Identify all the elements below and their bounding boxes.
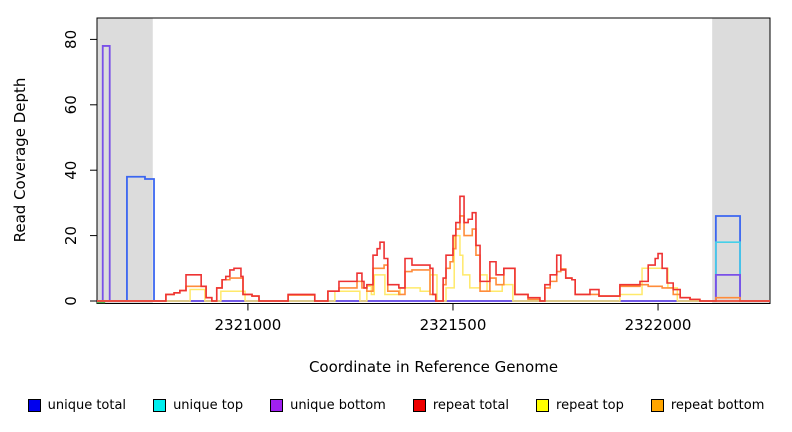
y-tick-label: 80 <box>62 30 80 49</box>
series-repeat_total-line <box>97 195 770 302</box>
x-tick-label: 2321000 <box>215 316 282 334</box>
x-tick-label: 2322000 <box>625 316 692 334</box>
legend-item-unique_top: unique top <box>153 398 243 413</box>
series-unique_bottom-line <box>97 45 770 302</box>
legend-label: unique total <box>47 398 127 413</box>
legend-label: repeat top <box>556 398 624 413</box>
highlight-band <box>712 18 770 304</box>
coverage-plot: 0 20 40 60 80 2321000 2321500 2322000 <box>62 17 771 334</box>
legend-swatch-unique_total <box>27 399 41 412</box>
legend-item-repeat_top: repeat top <box>536 398 624 413</box>
legend-swatch-unique_bottom <box>270 399 284 412</box>
x-tick-label: 2321500 <box>420 316 487 334</box>
y-tick-label: 40 <box>62 161 80 180</box>
x-axis-title: Coordinate in Reference Genome <box>308 358 559 376</box>
plot-border <box>96 17 771 304</box>
legend-label: repeat bottom <box>670 398 765 413</box>
y-axis-title: Read Coverage Depth <box>11 77 29 243</box>
legend-item-unique_bottom: unique bottom <box>270 398 386 413</box>
y-tick-label: 0 <box>62 296 80 306</box>
series-repeat_top-line <box>97 234 770 302</box>
legend-swatch-unique_top <box>153 399 167 412</box>
legend-item-repeat_bottom: repeat bottom <box>650 398 765 413</box>
legend-item-unique_total: unique total <box>27 398 127 413</box>
legend-label: unique top <box>173 398 244 413</box>
highlight-band <box>97 18 153 304</box>
series-unique_total-line <box>97 175 770 302</box>
legend-item-repeat_total: repeat total <box>412 398 510 413</box>
legend-swatch-repeat_total <box>412 399 426 412</box>
chart-legend: unique total unique top unique bottom repea… <box>0 398 792 413</box>
legend-swatch-repeat_bottom <box>650 399 664 412</box>
y-tick-label: 20 <box>62 226 80 245</box>
legend-label: unique bottom <box>290 398 386 413</box>
y-tick-label: 60 <box>62 95 80 114</box>
legend-label: repeat total <box>432 398 510 413</box>
legend-swatch-repeat_top <box>536 399 550 412</box>
